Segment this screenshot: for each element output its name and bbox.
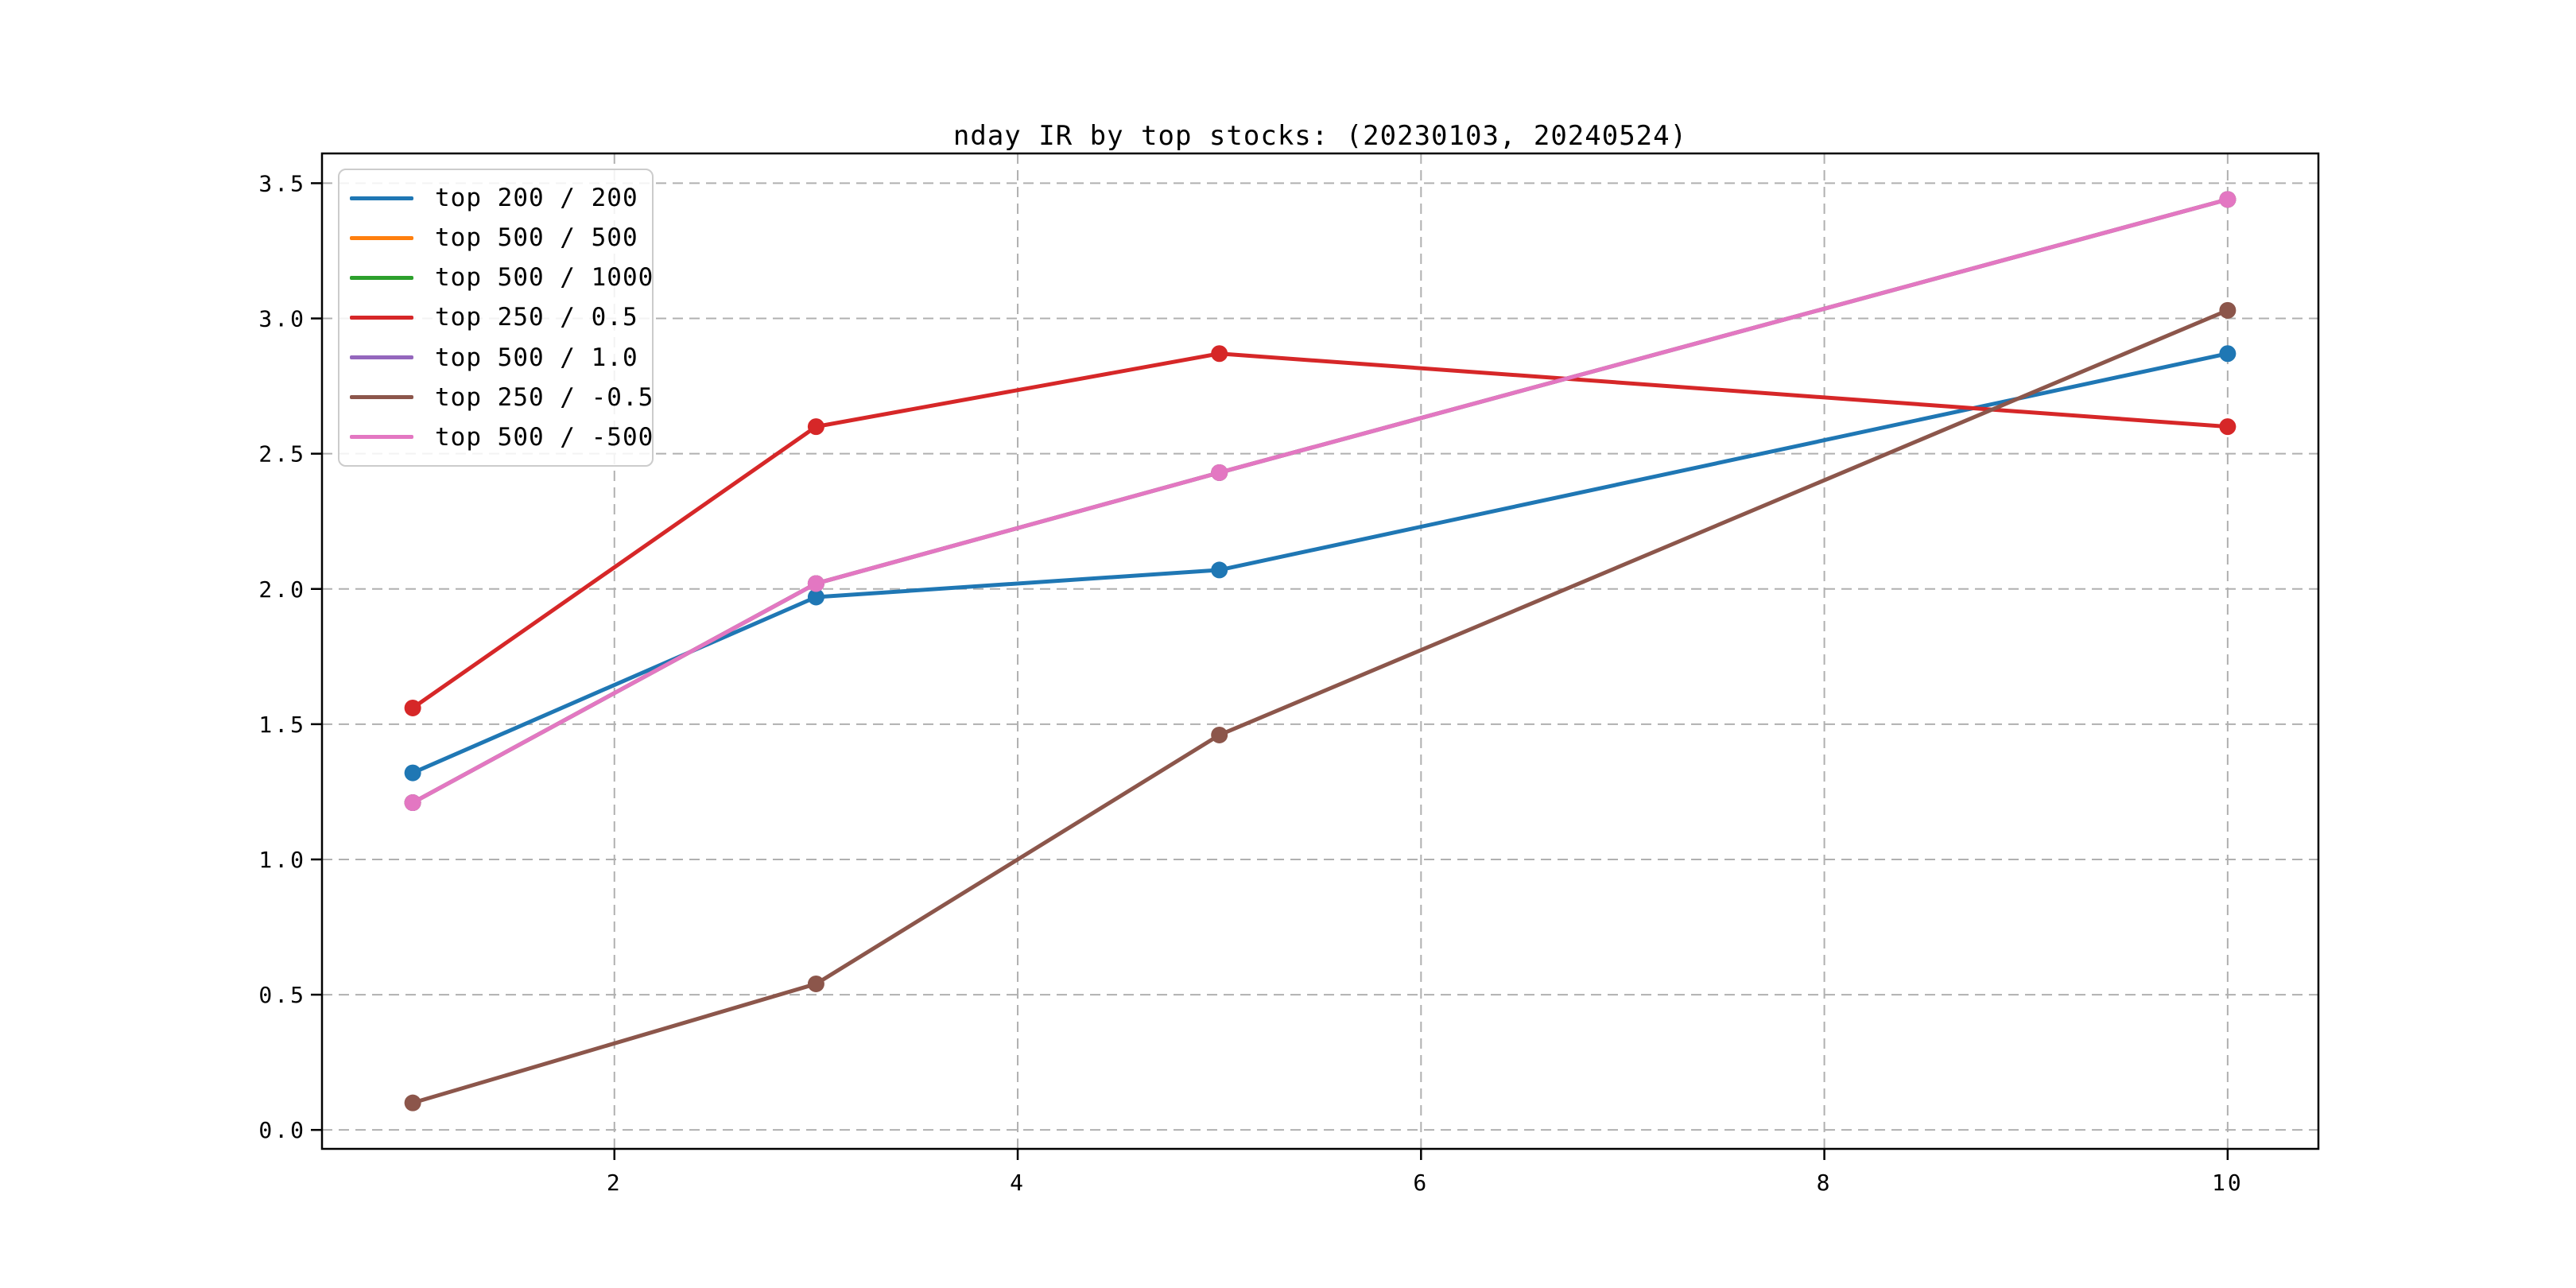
axes-frame bbox=[320, 152, 2320, 1150]
series-marker-top-200-200 bbox=[404, 764, 421, 782]
legend-line-swatch bbox=[350, 395, 413, 400]
y-tick-label-2.0: 2.0 bbox=[258, 576, 306, 603]
legend-label: top 500 / 500 bbox=[435, 223, 638, 253]
y-tick-label-0.0: 0.0 bbox=[258, 1117, 306, 1143]
legend-line-swatch bbox=[350, 355, 413, 360]
series-marker-top-500-500 bbox=[2219, 191, 2237, 208]
series-marker-top-200-200 bbox=[1211, 561, 1228, 579]
x-tick-label-4: 4 bbox=[1010, 1170, 1026, 1196]
series-marker-top-500-500 bbox=[404, 794, 421, 812]
x-tick-label-10: 10 bbox=[2212, 1170, 2244, 1196]
series-line-top-500-1000 bbox=[410, 197, 2230, 805]
legend-label: top 500 / -500 bbox=[435, 422, 654, 452]
series-marker-top-250-0-5 bbox=[2219, 418, 2237, 436]
series-marker-top-500-500 bbox=[807, 575, 824, 592]
series-line-top-250-0-5 bbox=[410, 308, 2230, 1105]
series-marker-top-200-200 bbox=[2219, 345, 2237, 363]
legend-item-top-500-500: top 500 / -500 bbox=[339, 421, 654, 454]
series-line-top-500-1-0 bbox=[410, 197, 2230, 805]
y-tick-label-1.0: 1.0 bbox=[258, 847, 306, 873]
series-marker-top-500-500 bbox=[1211, 464, 1228, 481]
x-tick-label-8: 8 bbox=[1817, 1170, 1833, 1196]
y-tick-label-2.5: 2.5 bbox=[258, 441, 306, 467]
series-marker-top-250-0-5 bbox=[1211, 726, 1228, 743]
legend-line-swatch bbox=[350, 435, 413, 440]
legend-label: top 200 / 200 bbox=[435, 184, 638, 213]
legend-label: top 500 / 1000 bbox=[435, 263, 654, 293]
legend-item-top-250-0-5: top 250 / -0.5 bbox=[339, 381, 654, 414]
legend-line-swatch bbox=[350, 235, 413, 240]
series-marker-top-250-0-5 bbox=[807, 975, 824, 992]
legend-item-top-200-200: top 200 / 200 bbox=[339, 181, 652, 215]
series-marker-top-250-0-5 bbox=[1211, 345, 1228, 363]
y-tick-label-0.5: 0.5 bbox=[258, 982, 306, 1008]
legend-item-top-500-1-0: top 500 / 1.0 bbox=[339, 341, 652, 374]
series-line-top-250-0-5 bbox=[410, 351, 2230, 710]
y-tick-label-3.0: 3.0 bbox=[258, 306, 306, 332]
y-tick-label-1.5: 1.5 bbox=[258, 712, 306, 738]
series-marker-top-200-200 bbox=[807, 588, 824, 606]
legend-line-swatch bbox=[350, 196, 413, 200]
series-line-top-500-500 bbox=[410, 197, 2230, 805]
chart-title: nday IR by top stocks: (20230103, 202405… bbox=[952, 120, 1688, 152]
series-line-top-200-200 bbox=[410, 351, 2230, 775]
x-tick-label-2: 2 bbox=[607, 1170, 623, 1196]
legend: top 200 / 200 top 500 / 500 top 500 / 1000… bbox=[338, 169, 654, 467]
series-marker-top-250-0-5 bbox=[404, 1094, 421, 1111]
legend-item-top-500-1000: top 500 / 1000 bbox=[339, 261, 654, 294]
legend-line-swatch bbox=[350, 275, 413, 280]
series-marker-top-250-0-5 bbox=[807, 418, 824, 436]
legend-label: top 250 / -0.5 bbox=[435, 382, 654, 412]
series-marker-top-250-0-5 bbox=[404, 699, 421, 716]
legend-label: top 500 / 1.0 bbox=[435, 343, 638, 372]
series-line-top-500-500 bbox=[410, 197, 2230, 805]
legend-item-top-500-500: top 500 / 500 bbox=[339, 221, 652, 254]
legend-item-top-250-0-5: top 250 / 0.5 bbox=[339, 301, 652, 334]
legend-line-swatch bbox=[350, 315, 413, 320]
legend-label: top 250 / 0.5 bbox=[435, 303, 638, 332]
y-tick-label-3.5: 3.5 bbox=[258, 170, 306, 196]
series-marker-top-250-0-5 bbox=[2219, 301, 2237, 319]
x-tick-label-6: 6 bbox=[1413, 1170, 1429, 1196]
